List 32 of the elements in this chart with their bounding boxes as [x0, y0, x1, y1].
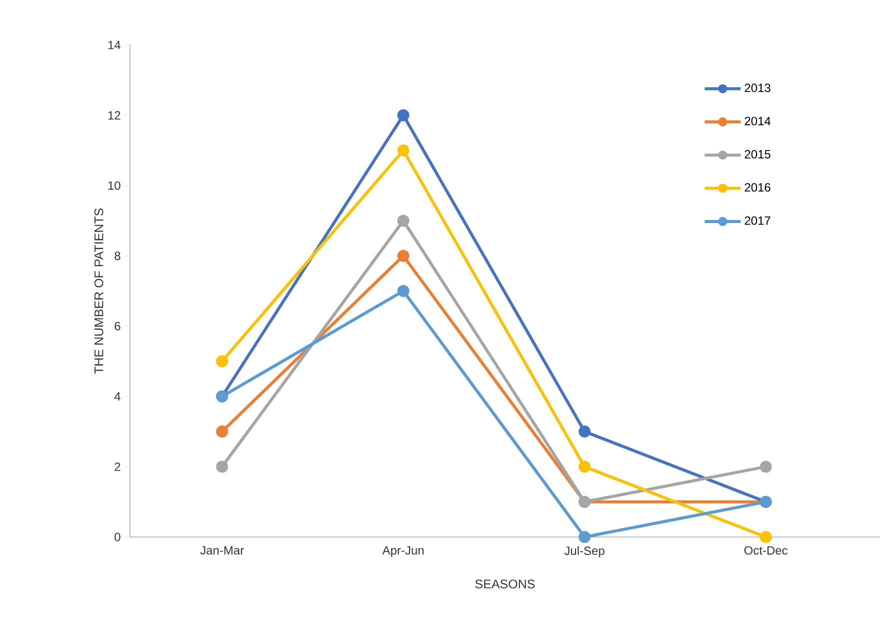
point: [578, 426, 591, 438]
point: [397, 214, 410, 227]
point: [397, 144, 410, 156]
legend-label: 2014: [744, 116, 771, 126]
y-tick-label: 0: [114, 532, 120, 542]
point: [578, 460, 591, 473]
x-tick-label: Jan-Mar: [200, 546, 244, 555]
point: [397, 284, 410, 297]
y-tick-label: 12: [108, 111, 120, 120]
y-tick-label: 4: [114, 392, 120, 401]
point: [397, 250, 410, 262]
y-tick-label: 6: [114, 322, 120, 330]
y-tick-label: 14: [108, 40, 120, 50]
y-tick-label: 10: [108, 181, 120, 190]
point: [216, 355, 228, 368]
legend-label: 2013: [744, 84, 770, 92]
x-tick-label: Jul-Sep: [564, 546, 604, 558]
legend-label: 2017: [744, 216, 770, 225]
legend-label: 2015: [744, 150, 770, 158]
point: [578, 530, 591, 543]
x-tick-label: Apr-Jun: [382, 546, 424, 557]
legend-label: 2016: [744, 183, 770, 192]
y-axis-title: THE NUMBER OF PATIENTS: [94, 208, 104, 374]
point: [216, 460, 228, 473]
point: [760, 530, 772, 543]
y-tick-label: 8: [114, 252, 120, 260]
point: [760, 460, 772, 473]
point: [216, 426, 228, 438]
x-tick-label: Oct-Dec: [744, 546, 788, 555]
x-axis-title: SEASONS: [475, 580, 535, 588]
y-tick-label: 2: [114, 462, 120, 471]
point: [397, 109, 410, 122]
